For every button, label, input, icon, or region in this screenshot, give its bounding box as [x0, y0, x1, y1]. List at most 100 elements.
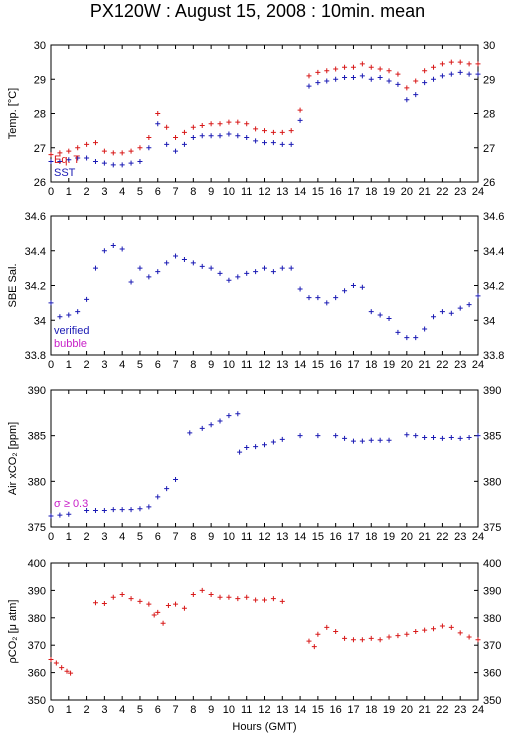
panel-3-ytick-label-right: 380 [483, 613, 501, 625]
panel-1-series-0-point [377, 312, 383, 318]
panel-1-xtick-label: 1 [66, 359, 72, 371]
panel-1-series-0-point [217, 270, 223, 276]
panel-1-series-0-point [342, 288, 348, 294]
panel-1-series-0-point [110, 243, 116, 249]
panel-2-xtick-label: 0 [48, 531, 54, 543]
panel-0-series-0-point [217, 121, 223, 127]
panel-0-series-0-point [262, 128, 267, 134]
panel-1-series-0-point [181, 256, 187, 262]
panel-3-series-0-point [165, 602, 171, 608]
panel-3-series-0-point [350, 637, 356, 643]
panel-0-ytick-label-left: 27 [34, 143, 46, 155]
panel-3-series-0-point [311, 644, 317, 650]
panel-3-ytick-label-left: 390 [28, 585, 46, 597]
panel-0-series-1-point [439, 73, 445, 79]
panel-3-series-0-point [217, 594, 223, 600]
panel-1-xtick-label: 19 [383, 359, 395, 371]
panel-1-ytick-label-left: 34.6 [25, 211, 46, 223]
panel-3-ytick-label-right: 350 [483, 695, 501, 707]
panel-0-series-0-point [190, 124, 196, 130]
panel-3-ytick-label-left: 400 [28, 558, 46, 570]
panel-2-xtick-label: 6 [155, 531, 161, 543]
panel-3-xtick-label: 20 [401, 704, 413, 716]
panel-1-series-0-point [324, 300, 330, 306]
panel-0-series-0-point [404, 85, 410, 91]
panel-2-series-0-point [439, 435, 445, 441]
panel-0-series-1-point [386, 78, 392, 84]
panel-1-ytick-label-right: 34.4 [483, 246, 504, 258]
panel-0-xtick-label: 11 [241, 186, 252, 198]
panel-3-ylabel: ρCO₂ [μ atm] [7, 600, 19, 664]
panel-1-xtick-label: 23 [454, 359, 466, 371]
panel-1-series-0-point [128, 279, 134, 285]
panel-0-series-0-point [377, 66, 383, 72]
panel-3-series-0-point [155, 609, 161, 615]
panel-3-xtick-label: 16 [330, 704, 342, 716]
panel-1-series-0-point [48, 300, 54, 306]
panel-0-series-1-point [262, 140, 267, 146]
panel-3-series-0-point [190, 592, 196, 598]
panel-1-series-0-point [457, 305, 463, 311]
panel-2-xtick-label: 23 [454, 531, 466, 543]
panel-0-series-1-point [324, 78, 330, 84]
panel-3-series-0-point [457, 630, 463, 636]
panel-2-xtick-label: 24 [472, 531, 484, 543]
panel-0-series-0-point [146, 134, 152, 140]
panel-2-series-0-point [448, 434, 454, 440]
panel-2-xtick-label: 18 [365, 531, 377, 543]
panel-0-series-0-point [466, 61, 472, 67]
panel-0-xtick-label: 19 [383, 186, 395, 198]
panel-0-series-0-point [137, 145, 143, 151]
panel-0-series-1-point [190, 134, 196, 140]
panel-0-xtick-label: 6 [155, 186, 161, 198]
x-axis-label: Hours (GMT) [232, 721, 296, 733]
panel-3-series-0-point [128, 596, 134, 602]
panel-0-series-0-point [297, 107, 303, 113]
panel-0-series-1-point [253, 138, 259, 144]
panel-3-xtick-label: 11 [241, 704, 252, 716]
panel-0-series-1-point [475, 71, 481, 77]
panel-0-series-1-point [57, 158, 63, 164]
panel-3-series-0-point [92, 600, 98, 606]
panel-2-ytick-label-left: 380 [28, 476, 46, 488]
panel-3-series-0-point [306, 638, 312, 644]
panel-2-xtick-label: 2 [84, 531, 90, 543]
panel-0-series-1-point [457, 69, 463, 75]
panel-3-series-0-point [270, 596, 276, 602]
panel-3-series-0-point [377, 637, 383, 643]
panel-2-series-0-point [187, 430, 193, 436]
panel-0-series-1-point [244, 134, 250, 140]
panel-0-series-1-point [422, 80, 428, 86]
panel-1-series-0-point [190, 260, 196, 266]
panel-0-series-0-point [226, 119, 232, 125]
panel-1-series-0-point [92, 265, 98, 271]
panel-1-annotation: verified [54, 325, 89, 337]
panel-3-series-0-point [244, 594, 250, 600]
panel-3-xtick-label: 23 [454, 704, 466, 716]
panel-3-series-0-point [226, 594, 232, 600]
panel-0-xtick-label: 14 [294, 186, 306, 198]
panel-2-series-0-point [119, 507, 125, 513]
panel-0-series-1-point [448, 71, 454, 77]
panel-0-series-1-point [404, 97, 410, 103]
panel-2-series-0-point [466, 434, 472, 440]
panel-1-series-0-point [395, 329, 401, 335]
panel-1-series-0-point [226, 277, 232, 283]
panel-3-xtick-label: 13 [276, 704, 288, 716]
panel-3-xtick-label: 2 [84, 704, 90, 716]
panel-3-series-0-point [59, 665, 65, 671]
panel-1-series-0-point [333, 295, 339, 301]
panel-1-ytick-label-right: 34.6 [483, 211, 504, 223]
panel-2-series-0-point [226, 413, 232, 419]
panel-2-series-0-point [279, 436, 285, 442]
panel-2-series-0-point [244, 445, 250, 451]
panel-1-frame [50, 215, 479, 356]
panel-0-series-1-point [146, 145, 152, 151]
panel-3-xtick-label: 0 [48, 704, 54, 716]
panel-0-series-1-point [226, 131, 232, 137]
panel-0-series-0-point [57, 150, 63, 156]
panel-0-xtick-label: 3 [101, 186, 107, 198]
panel-3-series-0-point [208, 592, 214, 598]
panel-2-series-0-point [315, 433, 321, 439]
panel-3-xtick-label: 18 [365, 704, 377, 716]
